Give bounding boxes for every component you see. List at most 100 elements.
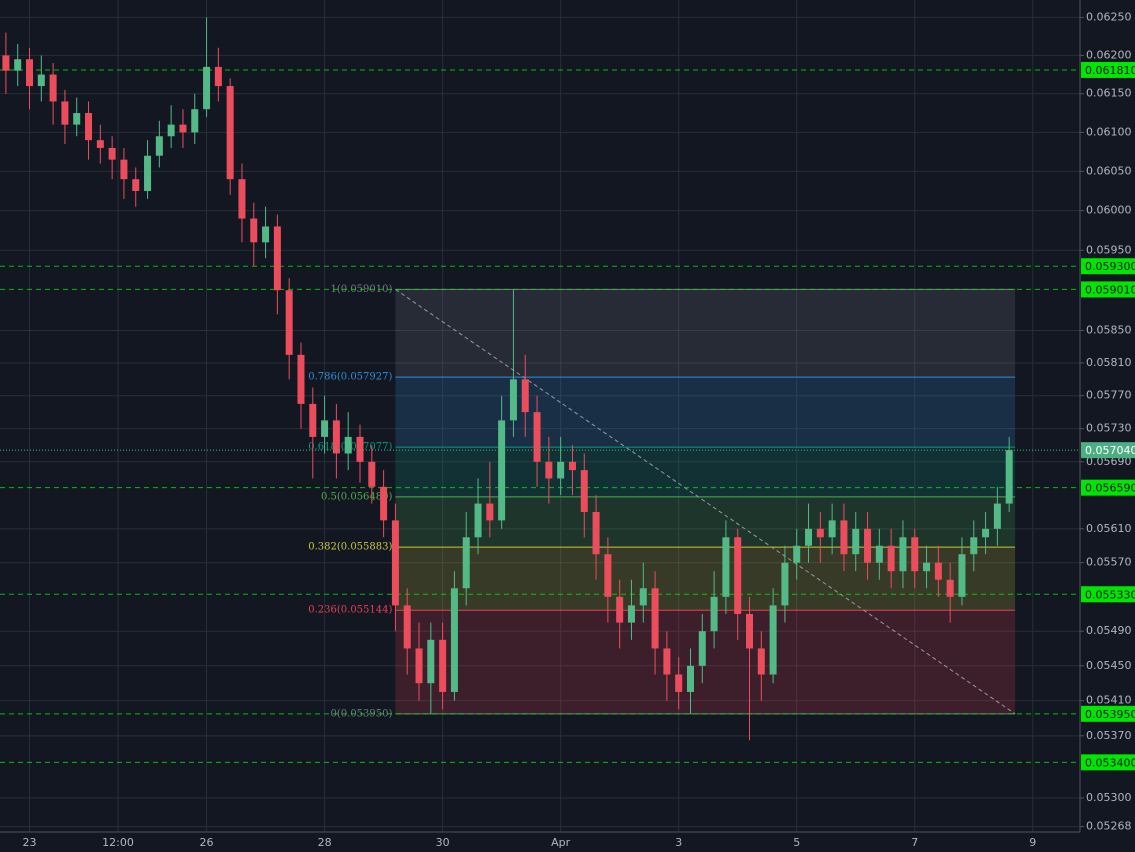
- candle-body: [1005, 450, 1013, 504]
- x-tick-label: 23: [23, 836, 37, 849]
- fib-zone: [395, 447, 1016, 497]
- candle-body: [840, 520, 848, 555]
- candle-body: [651, 588, 659, 649]
- candle-body: [828, 520, 836, 538]
- level-tag-label: 0.061810: [1085, 64, 1135, 77]
- level-tag: [1081, 586, 1135, 603]
- candle-body: [321, 420, 329, 437]
- candle-body: [746, 613, 754, 649]
- candle-body: [769, 605, 777, 675]
- candle-body: [191, 109, 199, 133]
- candle-body: [273, 226, 281, 291]
- candle-body: [934, 562, 942, 580]
- candle-body: [509, 379, 517, 421]
- level-tag-label: 0.053400: [1085, 756, 1135, 769]
- candle-body: [427, 639, 435, 684]
- level-tag-label: 0.059300: [1085, 260, 1135, 273]
- candle-body: [816, 528, 824, 538]
- y-tick-label: 0.06050: [1086, 164, 1132, 177]
- x-tick-label: 26: [200, 836, 214, 849]
- candle-body: [37, 74, 45, 87]
- candle-body: [911, 537, 919, 572]
- candle-body: [462, 537, 470, 589]
- candle-body: [297, 354, 305, 404]
- y-tick-label: 0.05850: [1086, 324, 1132, 337]
- candle-body: [391, 520, 399, 606]
- candle-body: [474, 503, 482, 538]
- candle-body: [805, 528, 813, 546]
- y-tick-label: 0.05450: [1086, 659, 1132, 672]
- candle-body: [96, 140, 104, 148]
- candle-body: [309, 403, 317, 437]
- y-tick-label: 0.05770: [1086, 389, 1132, 402]
- y-tick-label: 0.06200: [1086, 48, 1132, 61]
- candle-body: [450, 588, 458, 692]
- y-tick-label: 0.05490: [1086, 624, 1132, 637]
- candle-body: [675, 674, 683, 692]
- y-tick-label: 0.05610: [1086, 522, 1132, 535]
- candle-body: [663, 648, 671, 675]
- level-tag: [1081, 61, 1135, 78]
- candle-body: [498, 420, 506, 521]
- candle-body: [85, 113, 93, 141]
- y-tick-label: 0.05268: [1086, 820, 1132, 833]
- candle-body: [73, 113, 81, 125]
- level-tag: [1081, 754, 1135, 771]
- candle-body: [403, 605, 411, 649]
- y-tick-label: 0.05370: [1086, 729, 1132, 742]
- candle-body: [486, 503, 494, 521]
- x-tick-label: 3: [675, 836, 682, 849]
- x-tick-label: 5: [793, 836, 800, 849]
- candle-body: [852, 528, 860, 555]
- candle-body: [285, 290, 293, 355]
- candle-body: [557, 461, 565, 479]
- candle-body: [568, 461, 576, 471]
- candle-body: [639, 588, 647, 606]
- fib-trend-line: [395, 289, 1016, 715]
- y-tick-label: 0.06100: [1086, 125, 1132, 138]
- candle-body: [167, 124, 175, 137]
- candle-body: [970, 537, 978, 555]
- candle-body: [144, 155, 152, 191]
- candle-body: [757, 648, 765, 675]
- x-tick-label: 12:00: [102, 836, 134, 849]
- candle-body: [120, 159, 128, 180]
- candle-body: [356, 436, 364, 462]
- candle-body: [250, 218, 258, 243]
- candle-body: [627, 605, 635, 623]
- candle-body: [332, 420, 340, 454]
- x-tick-label: 9: [1029, 836, 1036, 849]
- last-price-label: 0.057040: [1085, 444, 1135, 457]
- candle-body: [604, 554, 612, 597]
- candle-body: [415, 648, 423, 684]
- y-tick-label: 0.05410: [1086, 694, 1132, 707]
- y-tick-label: 0.06250: [1086, 10, 1132, 23]
- candle-body: [946, 579, 954, 597]
- candle-body: [616, 596, 624, 623]
- level-tag-label: 0.053950: [1085, 708, 1135, 721]
- candle-body: [344, 436, 352, 454]
- candle-body: [238, 179, 246, 219]
- candles: [2, 17, 1013, 741]
- y-tick-label: 0.05950: [1086, 243, 1132, 256]
- candle-body: [49, 74, 57, 102]
- level-tag: [1081, 705, 1135, 722]
- fib-label: 0.5(0.056480): [321, 491, 393, 502]
- x-tick-label: Apr: [551, 836, 571, 849]
- candle-body: [734, 537, 742, 614]
- fib-label: 0.786(0.057927): [308, 372, 392, 383]
- candle-body: [61, 101, 69, 125]
- candle-body: [793, 545, 801, 563]
- last-price-tag: [1081, 442, 1135, 459]
- candle-body: [262, 226, 270, 243]
- y-tick-label: 0.05300: [1086, 791, 1132, 804]
- candle-body: [958, 554, 966, 597]
- candle-body: [14, 59, 22, 71]
- level-tag-label: 0.055330: [1085, 588, 1135, 601]
- candle-body: [155, 136, 163, 156]
- level-tag-label: 0.056590: [1085, 482, 1135, 495]
- level-tag: [1081, 479, 1135, 496]
- y-tick-label: 0.06150: [1086, 87, 1132, 100]
- candle-body: [993, 503, 1001, 529]
